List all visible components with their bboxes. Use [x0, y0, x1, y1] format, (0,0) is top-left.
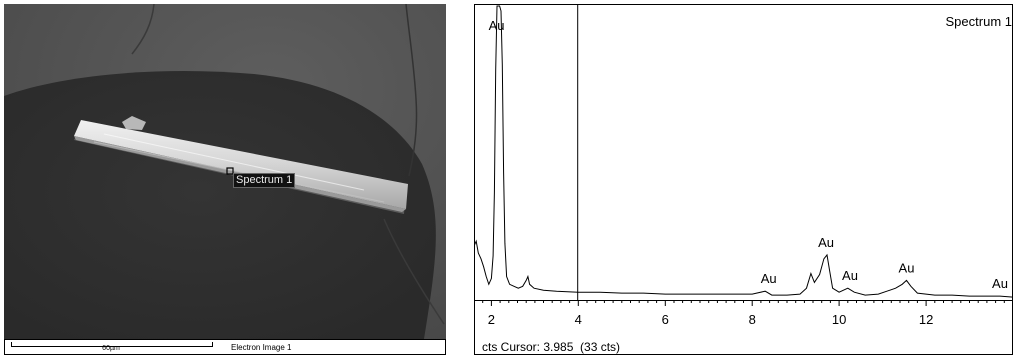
peak-label: Au [992, 276, 1008, 291]
x-tick-label: 4 [575, 312, 582, 327]
spectrum-chart: 2 4 6 8 10 12 Au Au Au Au Au Au Spectrum 1 [474, 4, 1013, 355]
sem-particle-streak [93, 141, 385, 203]
sem-crack [383, 218, 445, 325]
x-tick-label: 8 [749, 312, 756, 327]
peak-label: Au [818, 235, 834, 250]
spectrum-spot-label: Spectrum 1 [233, 173, 296, 188]
sem-particle-fragment [122, 116, 146, 130]
chart-title: Spectrum 1 [946, 14, 1012, 29]
cursor-readout: cts Cursor: 3.985 (33 cts) [482, 340, 621, 354]
x-tick-label: 2 [488, 312, 495, 327]
chart-frame [474, 4, 1013, 355]
spectrum-panel: 2 4 6 8 10 12 Au Au Au Au Au Au Spectrum 1 cts Cur… [474, 4, 1013, 356]
peak-labels: Au Au Au Au Au Au [489, 18, 1008, 291]
image-footer: 60µm Electron Image 1 [4, 339, 446, 355]
x-tick-label: 6 [662, 312, 669, 327]
peak-label: Au [842, 268, 858, 283]
sem-crack [405, 4, 418, 177]
sem-particle-streak [103, 133, 365, 191]
electron-micrograph [4, 4, 446, 339]
image-name-label: Electron Image 1 [231, 343, 292, 352]
scale-bar [11, 342, 213, 347]
x-tick-label: 12 [919, 312, 933, 327]
x-tick-label: 10 [832, 312, 846, 327]
peak-label: Au [899, 260, 915, 275]
scale-bar-label: 60µm [102, 345, 120, 352]
peak-label: Au [489, 18, 505, 33]
sem-crack [131, 4, 155, 55]
spectrum-spot-marker [226, 167, 234, 175]
sem-particle [74, 120, 408, 209]
spectrum-line [474, 5, 1013, 298]
electron-image-panel: Spectrum 1 60µm Electron Image 1 [4, 4, 446, 355]
peak-label: Au [761, 271, 777, 286]
x-ticks: 2 4 6 8 10 12 [474, 300, 1013, 327]
